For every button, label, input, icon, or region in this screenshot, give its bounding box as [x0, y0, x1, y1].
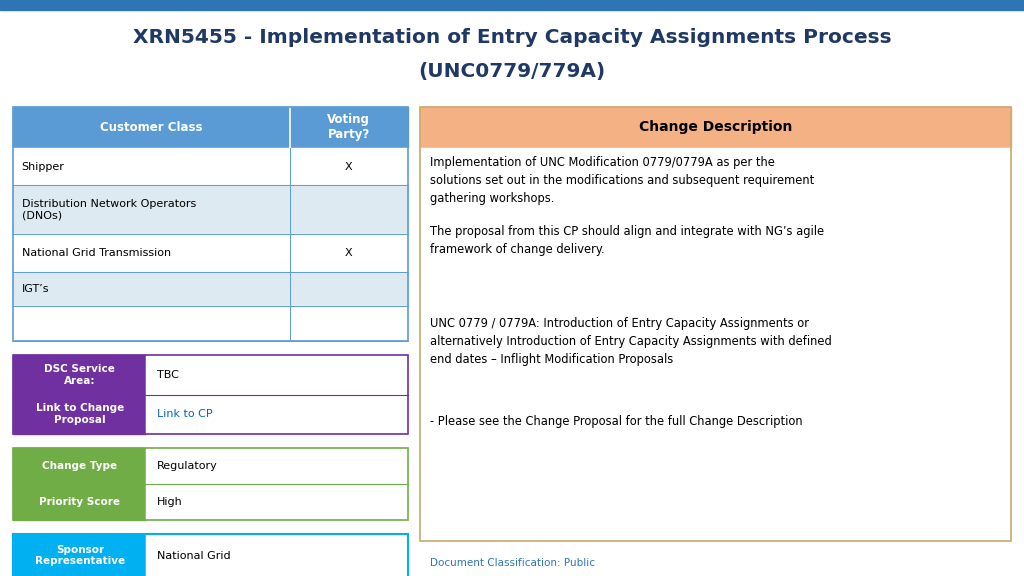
Bar [146, 534, 408, 576]
Text: TBC: TBC [157, 370, 178, 380]
Bar [420, 107, 1011, 541]
Bar [146, 355, 408, 395]
Bar [13, 306, 408, 341]
Bar [146, 484, 408, 520]
Text: National Grid: National Grid [157, 551, 230, 560]
Text: X: X [345, 162, 352, 172]
Text: Link to Change
Proposal: Link to Change Proposal [36, 403, 124, 425]
Bar [13, 107, 408, 341]
Bar [13, 355, 146, 395]
Text: Customer Class: Customer Class [100, 121, 203, 134]
Text: X: X [345, 248, 352, 258]
Bar [420, 107, 1011, 148]
Text: UNC 0779 / 0779A: Introduction of Entry Capacity Assignments or
alternatively In: UNC 0779 / 0779A: Introduction of Entry … [430, 317, 831, 366]
Bar [13, 355, 408, 434]
Bar [13, 234, 408, 272]
Text: Distribution Network Operators
(DNOs): Distribution Network Operators (DNOs) [22, 199, 196, 221]
Text: - Please see the Change Proposal for the full Change Description: - Please see the Change Proposal for the… [430, 415, 803, 428]
Text: Sponsor
Representative: Sponsor Representative [35, 545, 125, 566]
Text: Change Type: Change Type [42, 461, 118, 471]
Text: DSC Service
Area:: DSC Service Area: [44, 364, 116, 386]
Bar [13, 148, 408, 185]
Bar [13, 395, 146, 434]
Text: Shipper: Shipper [22, 162, 65, 172]
Bar [13, 448, 146, 484]
Bar [13, 534, 408, 576]
Bar [13, 107, 408, 148]
Text: High: High [157, 497, 182, 507]
Text: Priority Score: Priority Score [39, 497, 121, 507]
Text: The proposal from this CP should align and integrate with NG’s agile
framework o: The proposal from this CP should align a… [430, 225, 824, 256]
Bar [13, 448, 408, 520]
Bar [420, 148, 1011, 541]
Text: Change Description: Change Description [639, 120, 792, 134]
Text: Document Classification: Public: Document Classification: Public [429, 558, 595, 569]
Text: Voting
Party?: Voting Party? [328, 113, 370, 141]
Bar [13, 534, 146, 576]
Bar [13, 484, 146, 520]
Text: IGT’s: IGT’s [22, 284, 49, 294]
Text: Link to CP: Link to CP [157, 409, 212, 419]
Bar [13, 185, 408, 234]
Text: XRN5455 - Implementation of Entry Capacity Assignments Process: XRN5455 - Implementation of Entry Capaci… [133, 28, 891, 47]
Bar [13, 272, 408, 306]
Text: (UNC0779/779A): (UNC0779/779A) [419, 63, 605, 81]
Text: National Grid Transmission: National Grid Transmission [22, 248, 171, 258]
Bar [146, 448, 408, 484]
Bar [146, 395, 408, 434]
Text: Regulatory: Regulatory [157, 461, 217, 471]
Bar [0, 0, 1024, 10]
Text: Implementation of UNC Modification 0779/0779A as per the
solutions set out in th: Implementation of UNC Modification 0779/… [430, 156, 814, 204]
